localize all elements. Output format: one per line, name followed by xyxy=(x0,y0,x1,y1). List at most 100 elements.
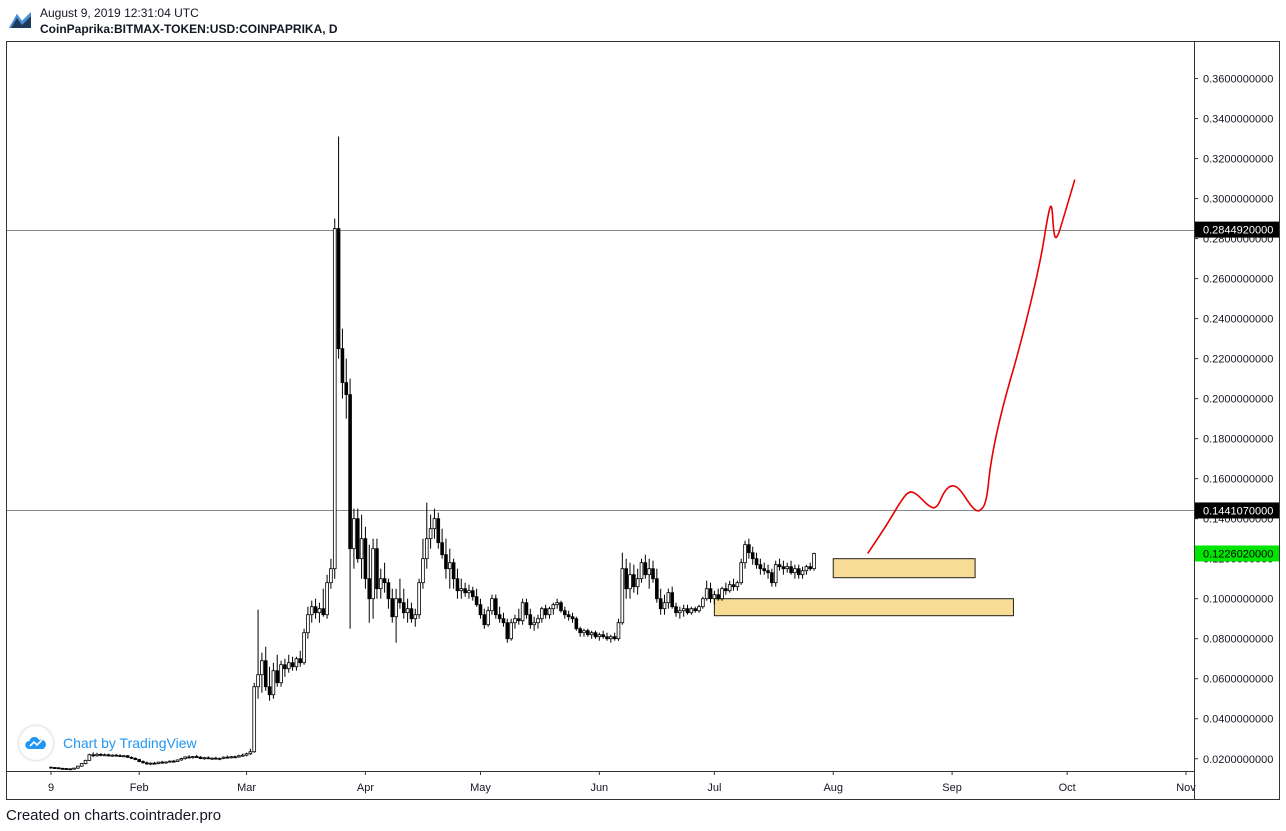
candle-body xyxy=(486,610,490,626)
candle-body xyxy=(528,614,533,626)
candle xyxy=(478,598,483,619)
candle-body xyxy=(624,568,628,590)
candle-body xyxy=(563,610,567,616)
candle xyxy=(355,508,360,563)
candle-body xyxy=(436,518,441,544)
candle xyxy=(413,608,418,627)
watermark-text: Chart by TradingView xyxy=(63,735,197,751)
candle-body xyxy=(574,618,579,630)
candle xyxy=(206,756,211,760)
candle-body xyxy=(122,755,126,758)
candle xyxy=(747,538,751,559)
candle-body xyxy=(413,614,418,620)
candle-body xyxy=(125,755,130,758)
candle xyxy=(179,757,184,761)
candle xyxy=(490,594,494,615)
candle-body xyxy=(716,594,720,600)
demand-zone-1 xyxy=(713,598,1014,617)
candle xyxy=(697,604,701,613)
candle-body xyxy=(401,602,406,614)
candle xyxy=(348,378,352,629)
candle xyxy=(712,590,717,605)
candle xyxy=(735,580,740,591)
candles xyxy=(49,136,816,771)
time-tick-label: Jul xyxy=(707,782,721,794)
candle xyxy=(589,630,594,639)
candle-body xyxy=(325,582,329,616)
candle-body xyxy=(543,608,548,616)
candle-body xyxy=(785,566,790,570)
candle xyxy=(417,578,421,619)
price-tick-label: 0.3200000000 xyxy=(1203,154,1273,166)
candle-body xyxy=(497,614,502,620)
candle xyxy=(651,560,655,583)
candle-body xyxy=(693,608,697,612)
candle-body xyxy=(417,582,421,616)
candle-body xyxy=(183,756,188,759)
candle xyxy=(432,508,437,539)
candle xyxy=(670,586,674,609)
candle-body xyxy=(306,614,310,634)
forecast-path xyxy=(867,179,1076,554)
candle xyxy=(309,600,314,623)
price-axis[interactable]: 0.3600000000 0.3400000000 0.3200000000 0.30… xyxy=(1194,74,1273,766)
time-axis[interactable]: 9 Feb Mar Apr May Jun Jul Aug Sep Oct Nov xyxy=(48,771,1196,794)
chart-header: August 9, 2019 12:31:04 UTC CoinPaprika:… xyxy=(0,0,1286,40)
candle-body xyxy=(129,756,134,759)
candle-body xyxy=(118,755,122,757)
price-tick-label: 0.0600000000 xyxy=(1203,674,1273,686)
candle xyxy=(612,632,617,641)
candle xyxy=(133,757,138,761)
candle xyxy=(390,588,395,623)
candle xyxy=(79,763,84,767)
candle-body xyxy=(210,757,214,760)
candle-body xyxy=(198,756,203,759)
candle-body xyxy=(566,614,571,618)
candle-body xyxy=(321,608,326,616)
last-price-label: 0.1226020000 xyxy=(1195,545,1279,562)
candle xyxy=(593,630,598,639)
tradingview-watermark[interactable]: Chart by TradingView xyxy=(19,726,197,760)
candle xyxy=(145,761,149,765)
candle-body xyxy=(363,538,368,580)
candle-body xyxy=(95,753,99,757)
candle xyxy=(486,606,490,627)
candle xyxy=(267,666,272,701)
candle xyxy=(574,616,579,631)
candle-body xyxy=(639,562,644,580)
candle-body xyxy=(781,566,786,570)
candle xyxy=(520,598,525,625)
level-price-label-0-text: 0.2844920000 xyxy=(1203,225,1273,237)
candle-body xyxy=(49,766,53,769)
candle xyxy=(240,753,245,757)
level-price-label-0-bg xyxy=(1195,221,1279,238)
candle xyxy=(302,628,306,665)
candle xyxy=(804,564,809,575)
candle-body xyxy=(701,598,705,608)
candle xyxy=(187,755,191,759)
candle xyxy=(313,598,318,619)
footer-credit: Created on charts.cointrader.pro xyxy=(6,807,222,824)
candle-body xyxy=(593,632,598,638)
candle-body xyxy=(294,658,299,668)
price-tick-label: 0.0200000000 xyxy=(1203,754,1273,766)
candle xyxy=(570,612,575,623)
candle-body xyxy=(179,758,184,761)
candle xyxy=(244,752,249,757)
candle xyxy=(72,767,76,770)
candle-body xyxy=(60,767,65,770)
candle-body xyxy=(685,608,690,614)
candle-body xyxy=(194,756,199,758)
candle xyxy=(566,610,571,621)
candle-body xyxy=(609,636,613,640)
candle-body xyxy=(336,228,341,350)
candle xyxy=(91,752,95,758)
candle xyxy=(455,568,460,599)
candle xyxy=(49,766,53,769)
candle-body xyxy=(271,670,276,696)
candle xyxy=(306,606,310,639)
candle-body xyxy=(256,674,260,688)
candle xyxy=(64,767,69,770)
candle-body xyxy=(739,562,744,584)
